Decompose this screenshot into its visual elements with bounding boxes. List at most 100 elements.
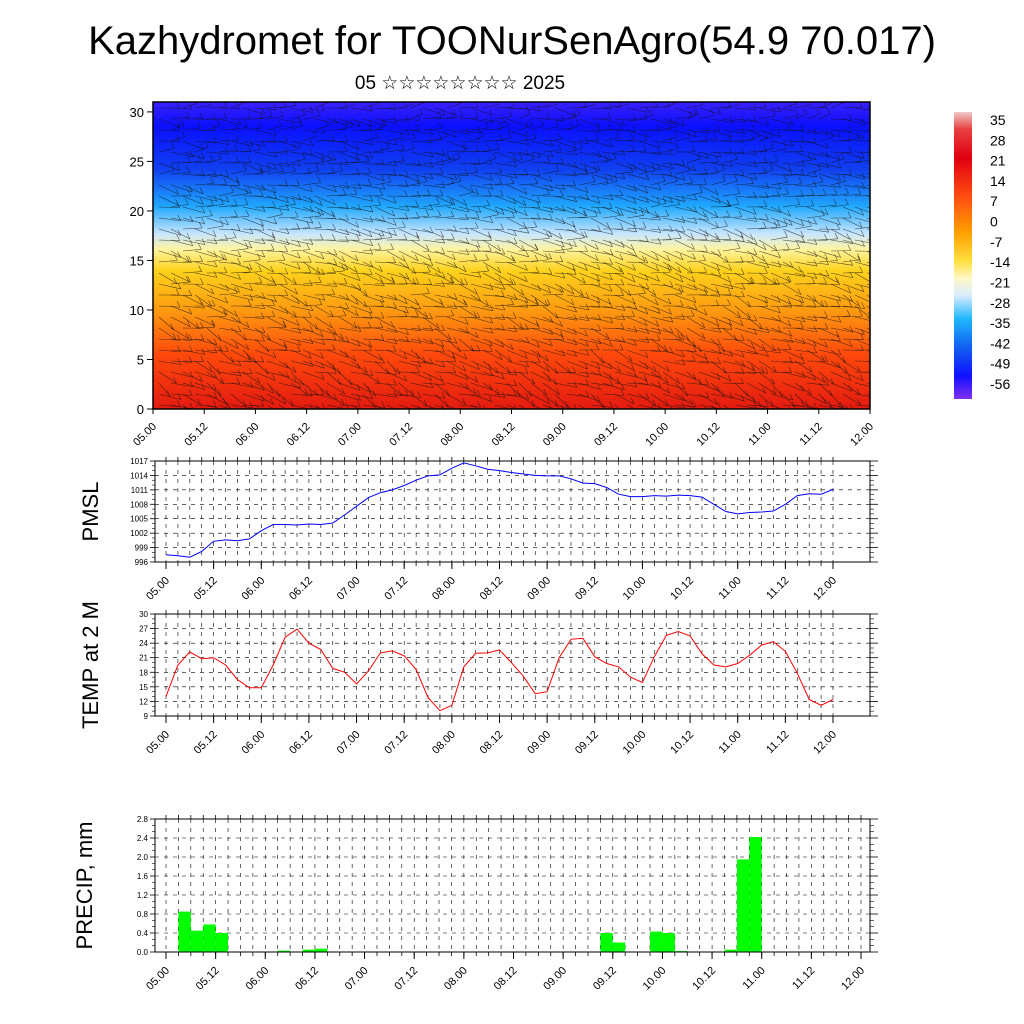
wind-barb (758, 371, 775, 385)
wind-barb (266, 393, 287, 405)
wind-barb (410, 271, 431, 274)
wind-barb-flag (873, 355, 876, 361)
wind-barb (566, 349, 589, 356)
wind-barb-flag (308, 256, 312, 263)
wind-barb (170, 294, 192, 296)
wind-barb-flag (597, 207, 601, 214)
wind-barb (830, 261, 853, 266)
wind-barb-flag (294, 210, 299, 218)
wind-barb (626, 227, 647, 230)
wind-barb (746, 136, 760, 142)
wind-barb-flag (189, 371, 194, 378)
wind-barb-flag (740, 256, 744, 263)
wind-barb (542, 139, 562, 142)
wind-barb-flag (368, 268, 373, 275)
wind-barb-flag (616, 377, 621, 384)
wind-barb-flag (450, 276, 455, 283)
wind-barb (422, 294, 443, 305)
wind-barb (626, 261, 648, 264)
wind-barb-flag (235, 156, 240, 163)
wind-barb (578, 404, 586, 409)
wind-barb-flag (452, 154, 456, 161)
wind-barb (230, 193, 249, 197)
wind-barb (350, 140, 373, 145)
wind-barb-flag (512, 197, 517, 204)
wind-barb (314, 125, 329, 131)
wind-barb-flag (764, 300, 768, 307)
wind-barb (650, 228, 673, 232)
wind-barb-flag (800, 296, 805, 303)
wind-barb-flag (293, 278, 297, 285)
wind-barb-flag (387, 175, 392, 182)
wind-barb-flag (246, 353, 251, 361)
wind-barb-flag (267, 411, 270, 417)
wind-barb-flag (579, 412, 582, 418)
wind-barb-flag (663, 344, 668, 352)
y-tick-label: 1005 (130, 515, 148, 524)
wind-barb-flag (762, 243, 767, 251)
wind-barb (326, 239, 349, 243)
wind-barb-flag (836, 153, 841, 161)
wind-barb-flag (644, 274, 649, 281)
wind-barb-flag (379, 321, 384, 328)
wind-barb (170, 228, 191, 240)
wind-barb-flag (631, 364, 635, 371)
wind-barb (194, 316, 216, 327)
wind-barb (854, 206, 870, 213)
wind-barb (602, 283, 624, 286)
wind-barb (830, 228, 850, 240)
wind-barb-flag (872, 344, 875, 350)
wind-barb (182, 404, 188, 409)
wind-barb-flag (570, 287, 575, 295)
wind-barb (458, 382, 477, 395)
wind-barb-flag (453, 302, 457, 309)
wind-barb (818, 228, 840, 230)
wind-barb-flag (824, 208, 829, 215)
wind-barb-flag (669, 137, 673, 144)
wind-barb-flag (837, 295, 841, 302)
wind-barb (470, 162, 493, 165)
wind-barb (446, 294, 467, 306)
wind-barb (470, 382, 493, 391)
wind-barb-flag (376, 377, 380, 384)
wind-barb-flag (237, 273, 241, 280)
precip-bar (650, 931, 663, 952)
wind-barb (494, 304, 514, 307)
wind-barb-flag (596, 301, 601, 308)
wind-barb (398, 272, 417, 285)
wind-barb (218, 204, 238, 208)
wind-barb (314, 118, 338, 124)
wind-barb (482, 393, 505, 398)
wind-barb (458, 107, 479, 109)
wind-barb-flag (833, 198, 837, 205)
wind-barb (818, 193, 837, 197)
wind-barb (506, 360, 529, 368)
wind-barb (650, 371, 669, 384)
wind-barb (662, 103, 676, 109)
wind-barb (458, 404, 481, 408)
wind-barb (494, 404, 512, 409)
wind-barb-flag (180, 119, 184, 126)
wind-barb-flag (456, 152, 461, 159)
wind-barb (362, 137, 379, 142)
wind-barb (158, 283, 182, 290)
wind-barb-flag (285, 238, 290, 245)
wind-barb-flag (343, 145, 348, 152)
wind-barb (542, 393, 559, 407)
wind-barb-flag (559, 255, 564, 262)
wind-barb-flag (368, 344, 372, 351)
wind-barb-flag (445, 401, 449, 408)
wind-barb (530, 360, 550, 372)
wind-barb-flag (727, 276, 731, 283)
wind-barb (698, 283, 719, 294)
wind-barb (182, 195, 204, 205)
wind-barb (638, 349, 661, 352)
wind-barb-flag (270, 243, 275, 251)
wind-barb (566, 195, 589, 200)
wind-barb-flag (681, 383, 685, 390)
wind-barb-flag (813, 272, 818, 279)
wind-barb (338, 250, 359, 262)
wind-barb (530, 316, 553, 323)
wind-barb-flag (704, 406, 707, 409)
wind-barb (386, 149, 405, 153)
